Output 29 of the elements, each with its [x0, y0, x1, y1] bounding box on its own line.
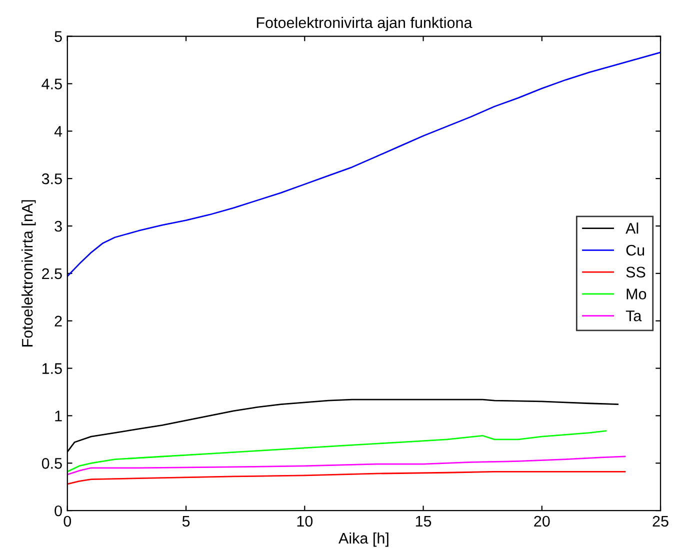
- y-tick-label: 3.5: [42, 173, 62, 184]
- y-tick-label: 1: [55, 410, 62, 422]
- y-tick-label: 5: [54, 31, 62, 42]
- legend-label: Mo: [626, 288, 646, 300]
- y-tick-label: 2: [54, 316, 62, 326]
- y-tick-label: 4: [54, 126, 62, 137]
- legend-label: Al: [626, 222, 638, 234]
- line-series: [67, 470, 626, 485]
- y-tick-label: 4.5: [42, 78, 62, 90]
- x-tick-label: 20: [534, 516, 550, 527]
- x-tick-label: 0: [64, 516, 72, 527]
- x-axis-title: Aika [h]: [338, 532, 388, 547]
- line-series: [67, 52, 661, 277]
- y-tick-label: 2.5: [42, 268, 62, 280]
- x-tick-label: 15: [416, 516, 432, 527]
- legend-label: Ta: [626, 310, 642, 322]
- line-series: [67, 456, 626, 476]
- line-series: [67, 430, 607, 472]
- x-tick-label: 5: [182, 516, 190, 527]
- y-tick-label: 0: [54, 505, 62, 516]
- chart-title: Fotoelektronivirta ajan funktiona: [256, 16, 472, 32]
- legend-label: SS: [626, 266, 646, 278]
- y-tick-label: 0.5: [42, 458, 62, 469]
- x-tick-label: 25: [652, 516, 668, 527]
- y-axis-title: Fotoelektronivirta [nA]: [22, 200, 36, 346]
- y-tick-label: 3: [54, 220, 62, 232]
- legend-label: Cu: [626, 244, 644, 256]
- x-tick-label: 10: [297, 516, 313, 527]
- y-tick-label: 1.5: [42, 363, 62, 374]
